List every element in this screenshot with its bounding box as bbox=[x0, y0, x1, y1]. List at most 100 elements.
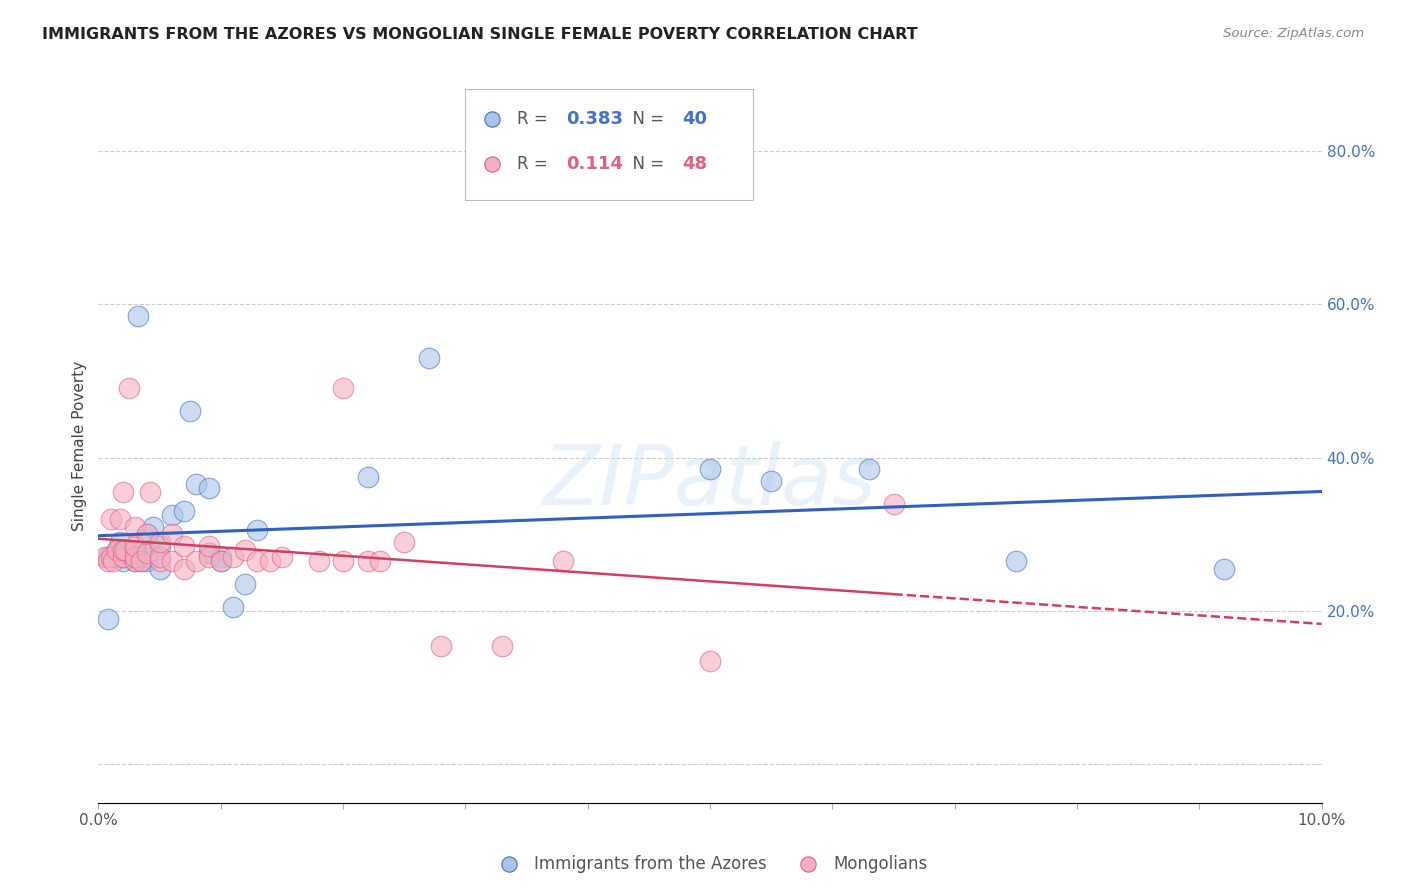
Point bbox=[124, 554, 146, 568]
Point bbox=[127, 309, 149, 323]
Point bbox=[124, 550, 146, 565]
Point bbox=[160, 527, 183, 541]
Point bbox=[883, 497, 905, 511]
Point bbox=[97, 554, 120, 568]
Point bbox=[129, 554, 152, 568]
Point bbox=[222, 600, 245, 615]
Point bbox=[186, 554, 208, 568]
Point bbox=[100, 550, 122, 565]
Text: N =: N = bbox=[621, 155, 669, 173]
Point bbox=[93, 550, 115, 565]
FancyBboxPatch shape bbox=[465, 89, 752, 200]
Point bbox=[197, 550, 219, 565]
Point bbox=[111, 542, 134, 557]
Point bbox=[111, 550, 134, 565]
Point bbox=[97, 612, 120, 626]
Point bbox=[110, 512, 132, 526]
Point bbox=[149, 554, 172, 568]
Point bbox=[233, 577, 256, 591]
Point bbox=[111, 550, 134, 565]
Point bbox=[418, 351, 440, 365]
Point bbox=[111, 554, 134, 568]
Point bbox=[105, 542, 128, 557]
Point bbox=[124, 554, 146, 568]
Point bbox=[114, 542, 136, 557]
Point bbox=[209, 554, 232, 568]
Point bbox=[209, 554, 232, 568]
Point bbox=[124, 539, 146, 553]
Point bbox=[699, 654, 721, 668]
Point bbox=[105, 542, 128, 557]
Legend: Immigrants from the Azores, Mongolians: Immigrants from the Azores, Mongolians bbox=[485, 849, 935, 880]
Point bbox=[259, 554, 281, 568]
Point bbox=[197, 481, 219, 495]
Point bbox=[332, 554, 354, 568]
Point bbox=[149, 535, 172, 549]
Point bbox=[124, 542, 146, 557]
Point bbox=[1004, 554, 1026, 568]
Text: 0.383: 0.383 bbox=[565, 111, 623, 128]
Point bbox=[430, 639, 453, 653]
Point bbox=[136, 554, 159, 568]
Point bbox=[118, 546, 141, 560]
Text: Source: ZipAtlas.com: Source: ZipAtlas.com bbox=[1223, 27, 1364, 40]
Text: 40: 40 bbox=[682, 111, 707, 128]
Point bbox=[356, 469, 378, 483]
Text: R =: R = bbox=[517, 155, 553, 173]
Point bbox=[553, 554, 575, 568]
Point bbox=[308, 554, 330, 568]
Point bbox=[100, 512, 122, 526]
Point bbox=[197, 539, 219, 553]
Point bbox=[160, 554, 183, 568]
Point bbox=[110, 535, 132, 549]
Point bbox=[121, 550, 143, 565]
Point bbox=[246, 524, 269, 538]
Point bbox=[233, 542, 256, 557]
Point bbox=[111, 485, 134, 500]
Point bbox=[97, 550, 120, 565]
Text: 48: 48 bbox=[682, 155, 707, 173]
Point bbox=[699, 462, 721, 476]
Point bbox=[858, 462, 880, 476]
Point bbox=[173, 562, 195, 576]
Point bbox=[139, 485, 162, 500]
Text: IMMIGRANTS FROM THE AZORES VS MONGOLIAN SINGLE FEMALE POVERTY CORRELATION CHART: IMMIGRANTS FROM THE AZORES VS MONGOLIAN … bbox=[42, 27, 918, 42]
Point bbox=[114, 546, 136, 560]
Point bbox=[1212, 562, 1234, 576]
Point bbox=[368, 554, 391, 568]
Point bbox=[270, 550, 292, 565]
Point bbox=[124, 546, 146, 560]
Point bbox=[134, 550, 156, 565]
Point bbox=[149, 539, 172, 553]
Text: ZIPatlas: ZIPatlas bbox=[543, 442, 877, 522]
Point bbox=[136, 527, 159, 541]
Point bbox=[160, 508, 183, 522]
Point bbox=[209, 550, 232, 565]
Point bbox=[173, 504, 195, 518]
Point bbox=[149, 562, 172, 576]
Point bbox=[222, 550, 245, 565]
Point bbox=[142, 519, 165, 533]
Point bbox=[173, 539, 195, 553]
Y-axis label: Single Female Poverty: Single Female Poverty bbox=[72, 361, 87, 531]
Point bbox=[759, 474, 782, 488]
Point bbox=[139, 542, 162, 557]
Point bbox=[124, 519, 146, 533]
Text: N =: N = bbox=[621, 111, 669, 128]
Point bbox=[197, 546, 219, 560]
Point bbox=[186, 477, 208, 491]
Text: R =: R = bbox=[517, 111, 553, 128]
Point bbox=[392, 535, 416, 549]
Point bbox=[101, 550, 124, 565]
Point bbox=[179, 404, 201, 418]
Point bbox=[136, 546, 159, 560]
Point bbox=[136, 527, 159, 541]
Point bbox=[118, 381, 141, 395]
Point bbox=[332, 381, 354, 395]
Point bbox=[129, 554, 152, 568]
Point bbox=[101, 554, 124, 568]
Text: 0.114: 0.114 bbox=[565, 155, 623, 173]
Point bbox=[149, 550, 172, 565]
Point bbox=[356, 554, 378, 568]
Point bbox=[491, 639, 513, 653]
